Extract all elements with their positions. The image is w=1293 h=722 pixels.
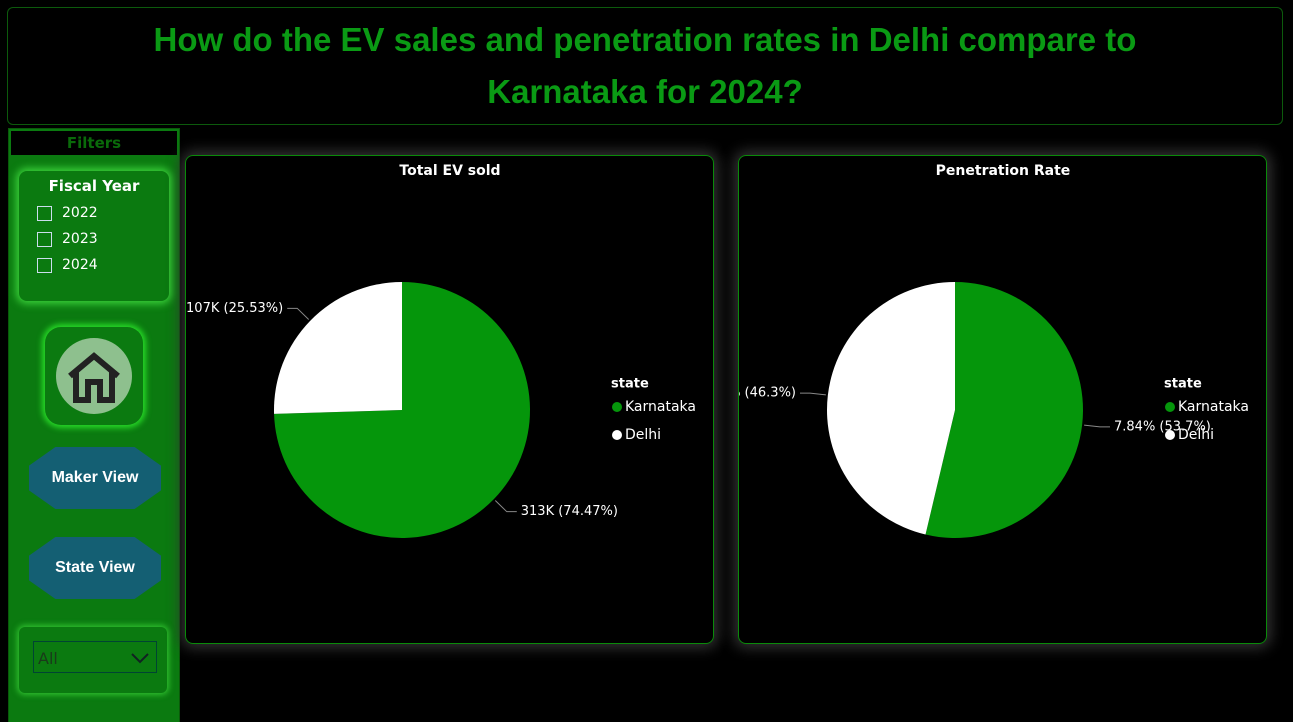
filter-option[interactable]: 2022 [37,205,169,221]
pie-slice [274,282,530,538]
leader-line [1084,424,1111,428]
home-button[interactable] [45,327,143,425]
option-label: 2023 [62,231,98,247]
legend-title: state [611,377,649,392]
maker-view-button[interactable]: Maker View [29,447,161,509]
chart: Penetration Rate 7.84% (53.7%) 6.76% (46.3… [699,163,1249,538]
legend-swatch [1165,430,1175,440]
data-label: 7.84% (53.7%) [1114,419,1211,434]
chart: Total EV sold 313K (74.47%) 107K (25.53%) s… [186,163,696,538]
sidebar: Filters Fiscal Year 2022 2023 2024 Maker… [8,128,180,722]
legend-label: Karnataka [625,399,696,415]
legend-title: state [1164,377,1202,392]
data-label: 6.76% (46.3%) [739,386,796,401]
dropdown-value: All [38,649,58,668]
chevron [131,653,149,664]
data-label: 107K (25.53%) [186,301,283,316]
page-title: How do the EV sales and penetration rate… [153,21,1137,110]
legend-label: Delhi [625,427,661,443]
data-label: 313K (74.47%) [521,504,618,519]
legend-label: Delhi [1178,427,1214,443]
leader-line [494,500,517,513]
legend-swatch [612,430,622,440]
filter-option[interactable]: 2024 [37,257,169,273]
chart-title: Penetration Rate [936,163,1071,179]
filter-title: Fiscal Year [48,177,140,195]
chart-panel: Penetration Rate 7.84% (53.7%) 6.76% (46.3… [699,155,1267,644]
dropdown-card: All [19,627,167,693]
dropdown[interactable]: All [33,641,157,673]
state-view-button[interactable]: State View [29,537,161,599]
filters-label: Filters [11,131,177,155]
filter-option[interactable]: 2023 [37,231,169,247]
chart-panel: Total EV sold 313K (74.47%) 107K (25.53%) s… [185,155,714,644]
chart-title: Total EV sold [399,163,500,179]
leader-line [799,392,826,396]
home-icon [56,338,132,414]
fiscal-year-filter: Fiscal Year 2022 2023 2024 [19,171,169,301]
pie-slice [274,282,402,414]
header: How do the EV sales and penetration rate… [7,7,1283,125]
pie-slice [925,282,1083,538]
option-label: 2024 [62,257,98,273]
pie-slice [827,282,955,535]
leader-line [287,307,310,320]
option-label: 2022 [62,205,98,221]
legend-swatch [612,402,622,412]
legend-swatch [1165,402,1175,412]
legend-label: Karnataka [1178,399,1249,415]
